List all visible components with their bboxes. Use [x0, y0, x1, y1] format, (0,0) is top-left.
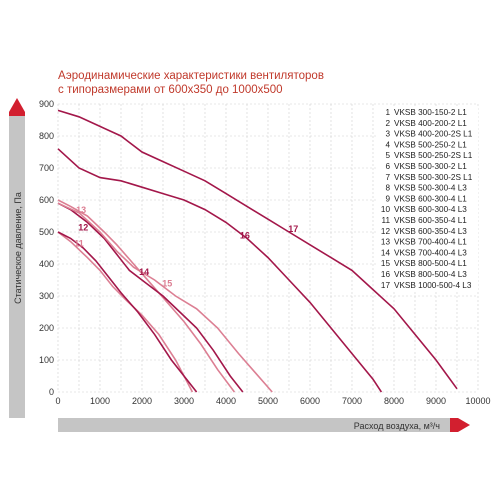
x-tick-label: 7000: [342, 396, 362, 406]
legend-box: [378, 106, 478, 292]
x-tick-label: 2000: [132, 396, 152, 406]
y-tick-label: 200: [39, 323, 54, 333]
legend-entry: VKSB 600-350-4 L1: [394, 216, 467, 225]
legend-number: 2: [385, 119, 390, 128]
x-tick-label: 10000: [465, 396, 490, 406]
curve-label-14: 14: [139, 267, 149, 277]
legend-number: 12: [381, 227, 391, 236]
legend-entry: VKSB 700-400-4 L3: [394, 248, 467, 257]
legend-entry: VKSB 600-300-4 L1: [394, 194, 467, 203]
legend-number: 8: [385, 184, 390, 193]
legend-entry: VKSB 500-250-2 L1: [394, 140, 467, 149]
legend-entry: VKSB 600-300-4 L3: [394, 205, 467, 214]
y-axis-bar: Статическое давление, Па: [9, 98, 25, 418]
legend-entry: VKSB 500-300-2 L1: [394, 162, 467, 171]
y-tick-label: 700: [39, 163, 54, 173]
series-line-13: [57, 199, 236, 393]
legend-number: 3: [385, 130, 390, 139]
x-tick-label: 6000: [300, 396, 320, 406]
x-tick-label: 4000: [216, 396, 236, 406]
legend-number: 14: [381, 248, 391, 257]
series-line-11: [57, 231, 194, 393]
curve-label-13: 13: [76, 205, 86, 215]
legend-entry: VKSB 1000-500-4 L3: [394, 281, 472, 290]
legend-number: 7: [385, 173, 390, 182]
chart-title-line-1: Аэродинамические характеристики вентилят…: [58, 70, 324, 82]
legend-entry: VKSB 500-250-2S L1: [394, 151, 473, 160]
legend-number: 13: [381, 238, 391, 247]
y-tick-label: 800: [39, 131, 54, 141]
x-tick-label: 5000: [258, 396, 278, 406]
x-tick-label: 3000: [174, 396, 194, 406]
x-tick-label: 8000: [384, 396, 404, 406]
curve-label-12: 12: [78, 222, 88, 232]
y-axis-label: Статическое давление, Па: [13, 192, 23, 304]
series-line-15: [57, 202, 273, 393]
legend-entry: VKSB 600-350-4 L3: [394, 227, 467, 236]
x-tick-label: 1000: [90, 396, 110, 406]
legend-entry: VKSB 500-300-4 L3: [394, 184, 467, 193]
legend-entry: VKSB 800-500-4 L1: [394, 259, 467, 268]
curve-labels: 11 12 13 14 15 16 17: [74, 205, 298, 289]
legend-entry: VKSB 700-400-4 L1: [394, 238, 467, 247]
legend-entry: VKSB 400-200-2 L1: [394, 119, 467, 128]
legend-number: 6: [385, 162, 390, 171]
y-tick-label: 500: [39, 227, 54, 237]
legend-entry: VKSB 500-300-2S L1: [394, 173, 473, 182]
axis-ticks: 0 1000 2000 3000 4000 5000 6000 7000 8000 9000 100…: [39, 99, 491, 406]
curve-label-11: 11: [74, 238, 84, 248]
y-tick-label: 400: [39, 259, 54, 269]
chart-title-line-2: с типоразмерами от 600x350 до 1000x500: [58, 84, 283, 96]
legend-number: 16: [381, 270, 391, 279]
series-line-16: [57, 148, 383, 393]
x-tick-label: 9000: [426, 396, 446, 406]
series-line-12: [57, 231, 198, 393]
x-axis-bar: Расход воздуха, м³/ч: [58, 418, 470, 432]
curve-label-15: 15: [162, 278, 172, 288]
legend: 1 VKSB 300-150-2 L1 2 VKSB 400-200-2 L1 3 VKS…: [378, 106, 478, 292]
x-tick-label: 0: [55, 396, 60, 406]
legend-number: 5: [385, 151, 390, 160]
y-tick-label: 0: [49, 387, 54, 397]
legend-entry: VKSB 800-500-4 L3: [394, 270, 467, 279]
y-tick-label: 300: [39, 291, 54, 301]
y-tick-label: 900: [39, 99, 54, 109]
legend-number: 15: [381, 259, 391, 268]
legend-number: 1: [385, 108, 390, 117]
legend-number: 17: [381, 281, 391, 290]
series-line-17: [57, 109, 458, 390]
y-tick-label: 100: [39, 355, 54, 365]
legend-number: 4: [385, 140, 390, 149]
legend-number: 11: [382, 216, 391, 225]
legend-entry: VKSB 300-150-2 L1: [394, 108, 467, 117]
curve-label-17: 17: [288, 224, 298, 234]
series-layer: [57, 109, 458, 393]
legend-entry: VKSB 400-200-2S L1: [394, 130, 473, 139]
y-tick-label: 600: [39, 195, 54, 205]
legend-number: 9: [385, 194, 390, 203]
x-axis-label: Расход воздуха, м³/ч: [354, 421, 441, 431]
curve-label-16: 16: [240, 230, 250, 240]
series-line-14: [57, 202, 244, 393]
legend-number: 10: [381, 205, 391, 214]
